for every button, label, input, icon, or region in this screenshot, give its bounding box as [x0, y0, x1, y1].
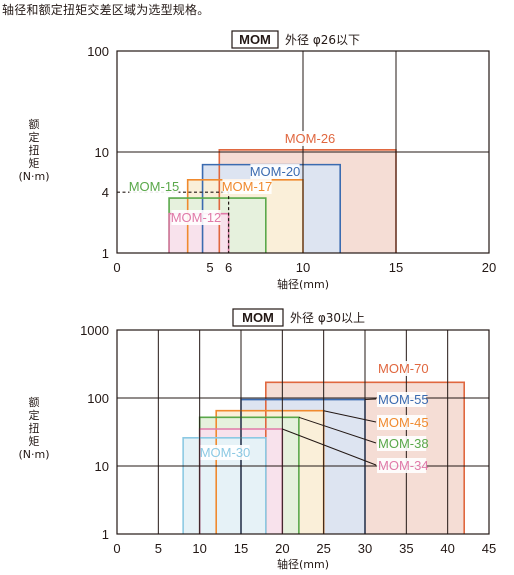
x-tick-label: 0 — [113, 260, 120, 275]
intro-text: 轴径和额定扭矩交差区域为选型规格。 — [2, 3, 210, 17]
chart-1: MOM 外径 φ26以下 0 5 6 10 15 20 1 4 10 100 轴径(mm) 额定扭矩(N·… — [18, 30, 496, 291]
series-label-mom-45: MOM-45 — [378, 415, 429, 430]
series-label-mom-26: MOM-26 — [285, 131, 336, 146]
y-axis-label-line: 扭 — [29, 143, 40, 157]
y-tick-label: 1000 — [80, 323, 109, 338]
y-axis-label-line: 矩 — [29, 435, 40, 448]
series-label-bg — [250, 164, 300, 179]
y-axis-label-line: 额 — [29, 396, 40, 409]
y-axis-label-line: 额 — [29, 118, 40, 131]
series-label-bg — [129, 179, 179, 194]
leader-line-mom-45 — [323, 410, 377, 423]
series-label-mom-55: MOM-55 — [378, 392, 429, 407]
leader-line-mom-38 — [298, 416, 377, 444]
x-tick-label: 45 — [482, 541, 496, 556]
tick-labels: 0 5 6 10 15 20 1 4 10 100 — [87, 44, 496, 275]
series-label-bg — [285, 131, 335, 146]
x-tick-label: 15 — [234, 541, 248, 556]
leader-line-mom-55 — [364, 398, 377, 401]
chart-2: MOM 外径 φ30以上 0 5 10 15 20 25 30 35 40 45 1 10 100 1000 轴… — [18, 308, 496, 571]
x-tick-label: 6 — [225, 260, 232, 275]
x-tick-label: 10 — [192, 541, 206, 556]
plot-frame — [116, 329, 490, 535]
y-tick-label: 100 — [87, 44, 109, 59]
x-tick-label: 5 — [155, 541, 162, 556]
y-axis-label: 额定扭矩(N·m) — [18, 396, 49, 461]
x-axis-label: 轴径(mm) — [277, 277, 329, 291]
y-tick-label: 10 — [95, 145, 109, 160]
leader-line-mom-34 — [282, 428, 377, 466]
chart-title-badge-box — [231, 30, 279, 49]
x-tick-label: 20 — [482, 260, 496, 275]
series-label-mom-30: MOM-30 — [200, 445, 251, 460]
y-axis-label-line: (N·m) — [18, 170, 49, 183]
series-label-mom-12: MOM-12 — [171, 210, 222, 225]
x-tick-label: 0 — [113, 541, 120, 556]
series-label-mom-17: MOM-17 — [222, 179, 273, 194]
series-label-mom-38: MOM-38 — [378, 436, 429, 451]
x-tick-label: 35 — [399, 541, 413, 556]
y-axis-label: 额定扭矩(N·m) — [18, 118, 49, 183]
y-tick-label: 1 — [102, 527, 109, 542]
chart-title: 外径 φ26以下 — [285, 33, 360, 47]
chart-title-badge-box — [232, 308, 284, 327]
tick-labels: 0 5 10 15 20 25 30 35 40 45 1 10 100 1000 — [80, 323, 496, 556]
series-label-bg — [377, 436, 427, 451]
y-axis-label-line: 定 — [29, 130, 40, 144]
grid — [117, 330, 489, 534]
series-outline-mom-30 — [182, 436, 267, 534]
series-label-bg — [222, 179, 272, 194]
x-axis-label: 轴径(mm) — [277, 557, 329, 571]
chart-title-badge: MOM — [242, 310, 274, 325]
y-axis-label-line: 扭 — [29, 421, 40, 435]
x-tick-label: 5 — [206, 260, 213, 275]
y-axis-label-line: 矩 — [29, 157, 40, 170]
x-tick-label: 30 — [358, 541, 372, 556]
y-tick-label: 100 — [87, 391, 109, 406]
y-axis-label-line: 定 — [29, 408, 40, 422]
series-label-bg — [200, 445, 250, 460]
y-tick-label: 1 — [102, 246, 109, 261]
x-tick-label: 15 — [389, 260, 403, 275]
series-label-mom-20: MOM-20 — [250, 164, 301, 179]
grid — [117, 51, 489, 253]
x-tick-label: 20 — [275, 541, 289, 556]
series-label-bg — [171, 210, 221, 225]
x-tick-label: 10 — [296, 260, 310, 275]
plot-frame — [116, 50, 490, 254]
series-label-bg — [377, 458, 427, 473]
series-label-mom-70: MOM-70 — [378, 361, 429, 376]
y-tick-label: 10 — [95, 459, 109, 474]
series-label-bg — [377, 361, 427, 376]
x-tick-label: 25 — [316, 541, 330, 556]
x-tick-label: 40 — [440, 541, 454, 556]
chart-title: 外径 φ30以上 — [290, 311, 365, 325]
series-label-bg — [377, 392, 427, 407]
series-label-mom-34: MOM-34 — [378, 458, 429, 473]
series-label-bg — [377, 415, 427, 430]
chart-title-badge: MOM — [239, 32, 271, 47]
y-axis-label-line: (N·m) — [18, 448, 49, 461]
y-tick-label: 4 — [102, 185, 109, 200]
series-label-mom-15: MOM-15 — [129, 179, 180, 194]
